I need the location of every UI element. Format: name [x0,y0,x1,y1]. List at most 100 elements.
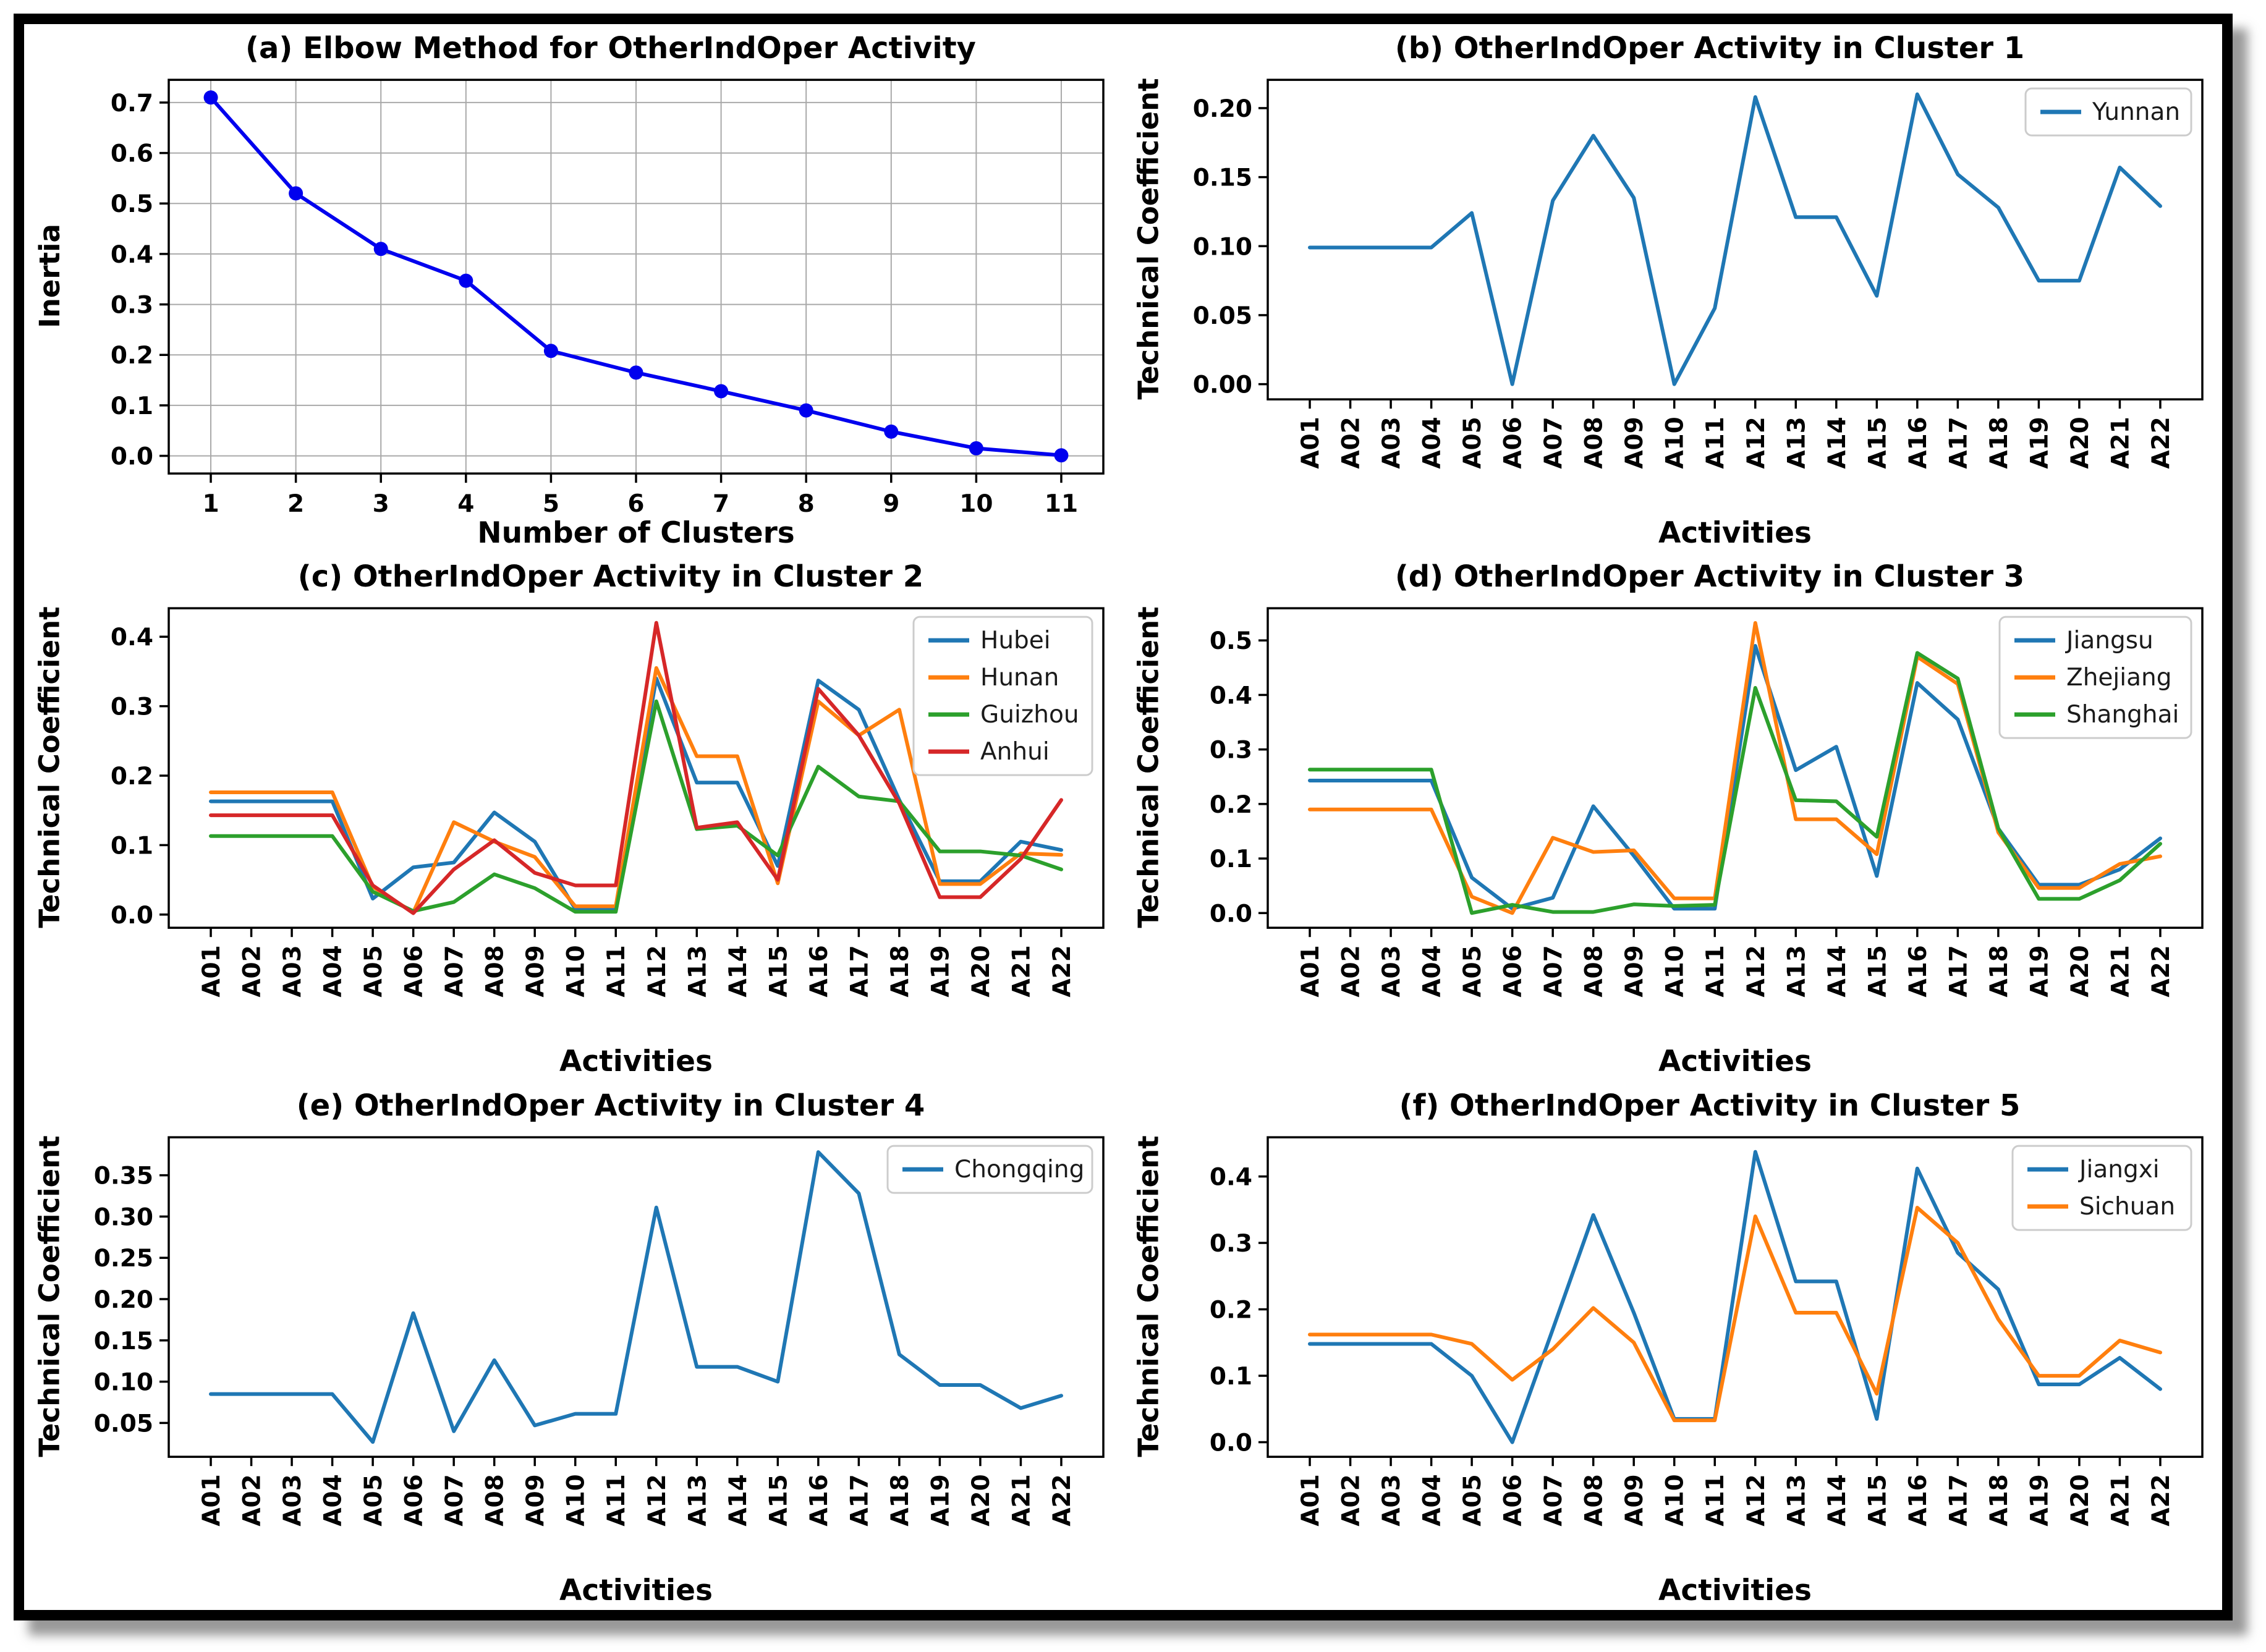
panel-c-chart: 0.0 0.1 0.2 0.3 0.4 A01 A02 A03 A04 A05 A06 A07 A08 A… [111,607,1105,1078]
svg-text:A03: A03 [1378,1474,1406,1526]
svg-text:6: 6 [627,490,644,518]
svg-text:A03: A03 [1378,417,1406,468]
svg-text:5: 5 [543,490,559,518]
svg-text:0.20: 0.20 [94,1286,153,1314]
svg-text:0.05: 0.05 [1193,302,1252,330]
panel-b-body: Technical Coefficient 0.00 0.05 0.10 0.15 0.… [1123,67,2222,553]
svg-text:A01: A01 [1297,1474,1325,1526]
svg-text:A03: A03 [1378,945,1406,997]
svg-text:A14: A14 [1823,1474,1851,1526]
panel-c-ylabel: Technical Coefficient [33,606,66,929]
svg-text:0.4: 0.4 [111,624,153,652]
svg-text:A06: A06 [401,1474,428,1526]
svg-text:0.1: 0.1 [1210,845,1252,873]
svg-text:0.2: 0.2 [1210,1296,1252,1324]
svg-text:A17: A17 [1945,945,1972,997]
svg-text:0.7: 0.7 [111,90,153,117]
svg-text:0.35: 0.35 [94,1162,153,1190]
svg-text:A07: A07 [441,945,469,997]
panel-a-ylabel: Inertia [33,224,66,329]
svg-text:0.05: 0.05 [94,1410,153,1438]
svg-text:A20: A20 [2066,945,2094,997]
svg-text:A11: A11 [603,945,630,997]
svg-text:A14: A14 [724,1474,752,1526]
panel-a: (a) Elbow Method for OtherIndOper Activi… [24,24,1123,553]
svg-text:0.2: 0.2 [111,763,153,790]
svg-text:1: 1 [202,490,219,518]
svg-text:0.2: 0.2 [1210,791,1252,819]
svg-text:A08: A08 [1581,417,1608,468]
svg-text:A02: A02 [1338,945,1365,997]
svg-text:0.1: 0.1 [1210,1363,1252,1391]
svg-text:A04: A04 [1419,1474,1446,1526]
svg-text:A20: A20 [2066,1474,2094,1526]
svg-text:A06: A06 [1500,1474,1527,1526]
svg-text:Activities: Activities [559,1574,713,1608]
svg-text:Anhui: Anhui [980,738,1050,766]
panel-grid: (a) Elbow Method for OtherIndOper Activi… [24,24,2222,1610]
svg-text:A17: A17 [846,1474,873,1526]
svg-text:0.15: 0.15 [1193,164,1252,192]
svg-text:0.5: 0.5 [1210,628,1252,656]
svg-text:A17: A17 [846,945,873,997]
panel-d-title: (d) OtherIndOper Activity in Cluster 3 [1394,559,2025,595]
svg-text:A18: A18 [1985,945,2013,997]
svg-text:A13: A13 [1783,417,1810,468]
svg-text:Chongqing: Chongqing [954,1156,1084,1184]
panel-d-chart: 0.0 0.1 0.2 0.3 0.4 0.5 A01 A02 A03 A04 A05 A06 A07 A… [1210,607,2204,1078]
svg-text:A20: A20 [967,1474,995,1526]
panel-d-body: Technical Coefficient 0.0 0.1 0.2 0.3 0.4 0.5… [1123,596,2222,1081]
svg-text:A11: A11 [1702,945,1729,997]
svg-text:0.3: 0.3 [1210,737,1252,765]
svg-text:0.00: 0.00 [1193,371,1252,399]
panel-e: (e) OtherIndOper Activity in Cluster 4 T… [24,1082,1123,1610]
svg-text:4: 4 [457,490,474,518]
svg-text:A16: A16 [805,945,833,997]
svg-text:A06: A06 [401,945,428,997]
svg-text:A18: A18 [886,945,914,997]
svg-text:A17: A17 [1945,417,1972,468]
svg-text:A15: A15 [1864,945,1891,997]
svg-text:A01: A01 [198,945,226,997]
svg-text:A17: A17 [1945,1474,1972,1526]
svg-text:A10: A10 [1661,417,1689,468]
svg-text:0.0: 0.0 [111,443,153,471]
panel-a-body: Inertia 0.0 0.1 0.2 0.3 0.4 0.5 0.6 0.7 1 2 3 4 5 6 7 8… [24,67,1123,553]
svg-text:A18: A18 [1985,1474,2013,1526]
panel-b-ylabel: Technical Coefficient [1132,78,1165,400]
svg-text:0.10: 0.10 [94,1368,153,1396]
svg-text:A10: A10 [1661,945,1689,997]
svg-text:A12: A12 [1742,1474,1770,1526]
svg-text:A04: A04 [1419,417,1446,468]
svg-text:A21: A21 [2107,945,2134,997]
svg-text:0.3: 0.3 [111,693,153,721]
svg-text:0.2: 0.2 [111,342,153,370]
svg-text:A19: A19 [927,1474,954,1526]
svg-text:Jiangsu: Jiangsu [2064,627,2154,654]
svg-text:A15: A15 [1864,1474,1891,1526]
svg-text:A07: A07 [1540,1474,1568,1526]
svg-text:A01: A01 [1297,417,1325,468]
svg-text:A02: A02 [239,945,266,997]
svg-text:A07: A07 [1540,945,1568,997]
svg-text:Guizhou: Guizhou [980,701,1079,729]
svg-text:A16: A16 [805,1474,833,1526]
svg-text:0.30: 0.30 [94,1203,153,1231]
svg-text:A22: A22 [1048,1474,1076,1526]
svg-text:Yunnan: Yunnan [2092,98,2180,126]
svg-text:A11: A11 [1702,1474,1729,1526]
svg-text:Activities: Activities [1658,516,1812,550]
panel-f-chart: 0.0 0.1 0.2 0.3 0.4 A01 A02 A03 A04 A05 A06 A07 A08 A… [1210,1136,2204,1608]
svg-text:A19: A19 [2026,1474,2053,1526]
panel-b: (b) OtherIndOper Activity in Cluster 1 T… [1123,24,2222,553]
svg-text:0.0: 0.0 [111,902,153,930]
panel-d: (d) OtherIndOper Activity in Cluster 3 T… [1123,553,2222,1081]
svg-text:A03: A03 [279,945,307,997]
panel-f-body: Technical Coefficient 0.0 0.1 0.2 0.3 0.4 A01… [1123,1125,2222,1610]
svg-text:Number of Clusters: Number of Clusters [477,516,794,550]
panel-f-title: (f) OtherIndOper Activity in Cluster 5 [1399,1088,2021,1123]
svg-text:A02: A02 [239,1474,266,1526]
svg-text:A09: A09 [1621,417,1649,468]
svg-text:A21: A21 [2107,1474,2134,1526]
svg-text:A22: A22 [1048,945,1076,997]
